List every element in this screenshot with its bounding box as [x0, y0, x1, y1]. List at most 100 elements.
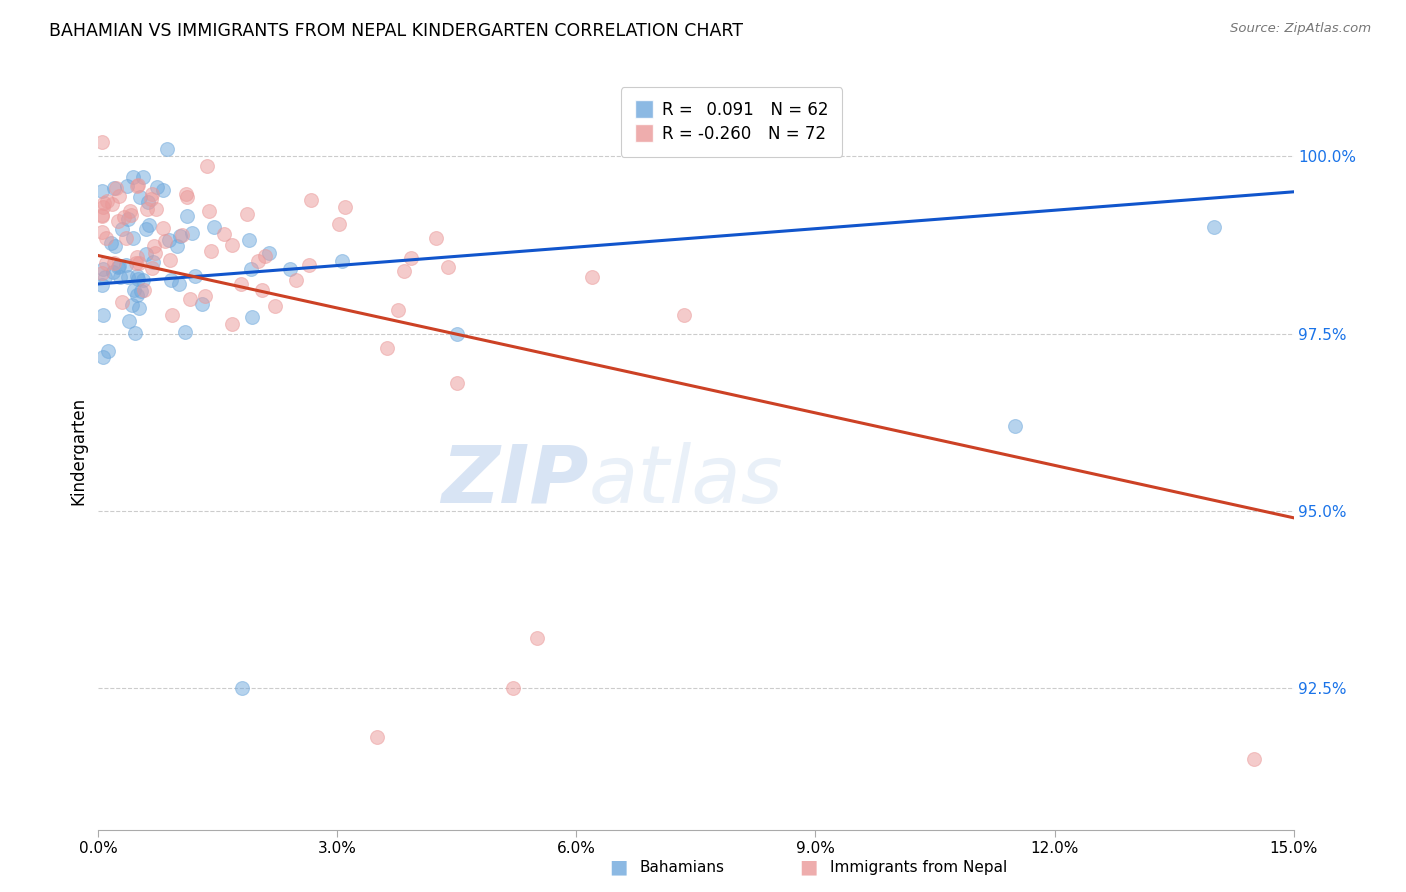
Point: [437, 260, 460, 274]
Point: [153, 234, 176, 248]
Point: [212, 227, 235, 242]
Point: [104, 181, 127, 195]
Point: [157, 233, 180, 247]
Point: [143, 245, 166, 260]
Point: [146, 179, 169, 194]
Point: [128, 190, 150, 204]
Text: BAHAMIAN VS IMMIGRANTS FROM NEPAL KINDERGARTEN CORRELATION CHART: BAHAMIAN VS IMMIGRANTS FROM NEPAL KINDER…: [49, 22, 744, 40]
Point: [257, 246, 280, 260]
Point: [159, 252, 181, 267]
Point: [100, 235, 122, 250]
Point: [136, 195, 159, 210]
Point: [176, 209, 198, 223]
Point: [91, 266, 114, 280]
Point: [581, 269, 603, 284]
Point: [96, 256, 118, 270]
Point: [115, 231, 138, 245]
Point: [103, 181, 125, 195]
Point: [91, 350, 114, 364]
Point: [121, 208, 143, 222]
Point: [103, 256, 125, 270]
Point: [139, 192, 162, 206]
Point: [135, 202, 157, 216]
Point: [399, 252, 422, 266]
Point: [1004, 418, 1026, 433]
Point: [425, 231, 447, 245]
Point: [299, 193, 322, 207]
Point: [101, 196, 124, 211]
Point: [328, 217, 350, 231]
Point: [240, 310, 263, 325]
Point: [125, 288, 148, 302]
Point: [93, 269, 115, 284]
Point: [673, 308, 696, 322]
Point: [91, 278, 114, 293]
Point: [278, 261, 301, 276]
Point: [202, 219, 225, 234]
Point: [131, 170, 153, 185]
Text: ■: ■: [799, 857, 818, 877]
Point: [221, 237, 243, 252]
Point: [91, 135, 114, 149]
Point: [93, 262, 115, 277]
Point: [152, 221, 174, 235]
Point: [107, 260, 129, 274]
Point: [141, 186, 163, 201]
Point: [1202, 220, 1225, 235]
Point: [122, 230, 145, 244]
Point: [108, 270, 131, 285]
Point: [250, 283, 273, 297]
Text: Immigrants from Nepal: Immigrants from Nepal: [830, 860, 1007, 874]
Point: [263, 299, 285, 313]
Point: [392, 264, 415, 278]
Point: [104, 239, 127, 253]
Point: [127, 178, 149, 192]
Point: [238, 234, 260, 248]
Point: [91, 184, 114, 198]
Point: [200, 244, 222, 259]
Point: [135, 246, 157, 260]
Point: [145, 202, 167, 216]
Point: [375, 341, 398, 355]
Point: [122, 283, 145, 297]
Point: [91, 209, 114, 223]
Point: [111, 294, 134, 309]
Point: [194, 289, 217, 303]
Point: [128, 301, 150, 315]
Point: [132, 283, 155, 297]
Point: [93, 196, 115, 211]
Point: [118, 314, 141, 328]
Point: [108, 189, 131, 203]
Point: [236, 207, 259, 221]
Point: [240, 261, 263, 276]
Point: [191, 297, 214, 311]
Text: atlas: atlas: [589, 442, 783, 520]
Text: ■: ■: [609, 857, 628, 877]
Point: [128, 256, 150, 270]
Y-axis label: Kindergarten: Kindergarten: [69, 396, 87, 505]
Point: [152, 183, 174, 197]
Point: [156, 142, 179, 156]
Text: ZIP: ZIP: [441, 442, 589, 520]
Point: [198, 204, 221, 219]
Point: [142, 239, 165, 253]
Point: [125, 256, 148, 270]
Point: [117, 269, 139, 284]
Point: [366, 731, 388, 745]
Point: [195, 159, 218, 173]
Point: [91, 208, 114, 222]
Point: [184, 268, 207, 283]
Point: [125, 250, 148, 264]
Point: [117, 179, 139, 194]
Point: [135, 222, 157, 236]
Text: Source: ZipAtlas.com: Source: ZipAtlas.com: [1230, 22, 1371, 36]
Point: [284, 273, 307, 287]
Point: [176, 190, 198, 204]
Point: [124, 326, 146, 340]
Legend: R =  0.091  N = 62, R = -0.260  N = 72: R = 0.091 N = 62, R = -0.260 N = 72: [620, 87, 842, 157]
Point: [170, 228, 193, 243]
Point: [127, 178, 149, 193]
Point: [169, 277, 191, 292]
Point: [121, 169, 143, 184]
Point: [446, 326, 468, 341]
